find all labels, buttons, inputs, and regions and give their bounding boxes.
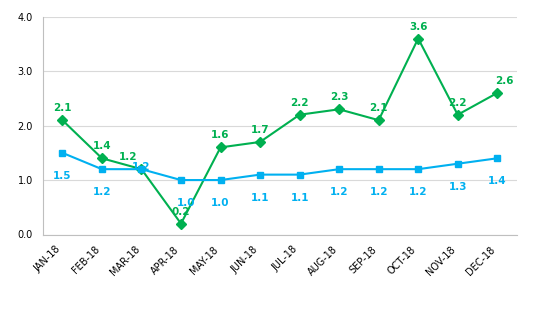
Text: 2.1: 2.1 xyxy=(369,103,388,113)
Text: 1.2: 1.2 xyxy=(409,187,427,197)
Text: 1.2: 1.2 xyxy=(330,187,349,197)
Average time in months xyxy=(296,113,303,117)
Text: 1.5: 1.5 xyxy=(53,171,71,181)
Average time in months xyxy=(494,91,500,95)
Text: 1.2: 1.2 xyxy=(93,187,111,197)
Average time in months xyxy=(257,140,263,144)
Text: 1.0: 1.0 xyxy=(211,198,230,208)
Line: Rolling average over 12 months: Rolling average over 12 months xyxy=(59,150,500,183)
Average time in months xyxy=(138,167,144,171)
Average time in months xyxy=(455,113,461,117)
Rolling average over 12 months xyxy=(217,178,224,182)
Legend: Average time in months, Rolling average over 12 months: Average time in months, Rolling average … xyxy=(77,332,482,335)
Line: Average time in months: Average time in months xyxy=(59,35,500,227)
Text: 2.2: 2.2 xyxy=(448,98,467,108)
Rolling average over 12 months xyxy=(138,167,144,171)
Average time in months xyxy=(59,118,66,122)
Text: 1.4: 1.4 xyxy=(488,176,506,186)
Average time in months xyxy=(336,107,342,111)
Text: 3.6: 3.6 xyxy=(409,21,427,31)
Text: 1.1: 1.1 xyxy=(251,193,269,203)
Rolling average over 12 months xyxy=(375,167,382,171)
Rolling average over 12 months xyxy=(494,156,500,160)
Text: 2.3: 2.3 xyxy=(330,92,349,103)
Average time in months xyxy=(178,222,184,226)
Average time in months xyxy=(99,156,105,160)
Average time in months xyxy=(415,37,422,41)
Rolling average over 12 months xyxy=(59,151,66,155)
Average time in months xyxy=(217,145,224,149)
Average time in months xyxy=(375,118,382,122)
Text: 1.1: 1.1 xyxy=(290,193,309,203)
Rolling average over 12 months xyxy=(296,173,303,177)
Text: 2.2: 2.2 xyxy=(290,98,309,108)
Text: 2.1: 2.1 xyxy=(53,103,71,113)
Text: 1.0: 1.0 xyxy=(177,198,196,208)
Rolling average over 12 months xyxy=(336,167,342,171)
Text: 1.2: 1.2 xyxy=(118,152,137,162)
Text: 1.7: 1.7 xyxy=(251,125,269,135)
Rolling average over 12 months xyxy=(415,167,422,171)
Text: 1.3: 1.3 xyxy=(448,182,467,192)
Rolling average over 12 months xyxy=(455,162,461,166)
Text: 1.6: 1.6 xyxy=(211,130,230,140)
Text: 1.2: 1.2 xyxy=(369,187,388,197)
Text: 1.2: 1.2 xyxy=(132,162,151,172)
Text: 2.6: 2.6 xyxy=(495,76,513,86)
Text: 0.2: 0.2 xyxy=(172,207,190,217)
Rolling average over 12 months xyxy=(257,173,263,177)
Rolling average over 12 months xyxy=(178,178,184,182)
Rolling average over 12 months xyxy=(99,167,105,171)
Text: 1.4: 1.4 xyxy=(93,141,111,151)
